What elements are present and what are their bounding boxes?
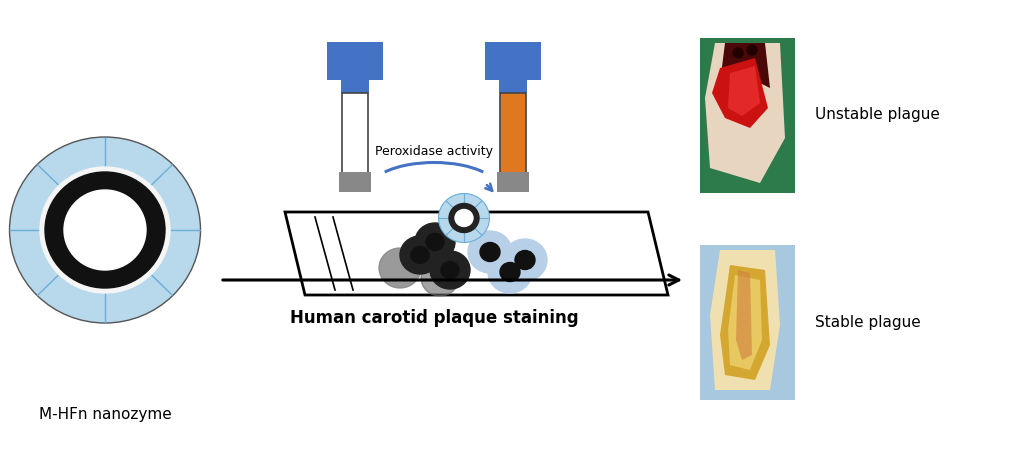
Text: Unstable plague: Unstable plague	[815, 107, 940, 123]
Ellipse shape	[426, 233, 444, 251]
Bar	[485, 42, 541, 80]
Circle shape	[747, 45, 757, 55]
Ellipse shape	[40, 167, 170, 293]
Bar	[341, 78, 369, 93]
Bar	[327, 42, 383, 80]
Ellipse shape	[10, 137, 200, 322]
Ellipse shape	[379, 248, 421, 288]
Ellipse shape	[400, 236, 440, 274]
Ellipse shape	[503, 239, 547, 281]
Polygon shape	[720, 43, 770, 88]
Polygon shape	[728, 275, 762, 370]
Ellipse shape	[439, 194, 489, 242]
Bar	[339, 172, 371, 192]
Polygon shape	[712, 58, 768, 128]
Ellipse shape	[430, 251, 470, 289]
Ellipse shape	[45, 172, 165, 288]
Ellipse shape	[468, 231, 512, 273]
Polygon shape	[728, 66, 760, 116]
Ellipse shape	[441, 261, 459, 278]
Ellipse shape	[415, 223, 455, 261]
Bar	[499, 78, 527, 93]
Text: M-HFn nanozyme: M-HFn nanozyme	[39, 408, 171, 423]
Polygon shape	[285, 212, 668, 295]
Polygon shape	[736, 270, 752, 360]
Polygon shape	[720, 265, 770, 380]
Ellipse shape	[449, 203, 479, 233]
Bar	[700, 38, 795, 193]
Text: Human carotid plaque staining: Human carotid plaque staining	[290, 309, 579, 327]
Bar	[500, 93, 526, 173]
Ellipse shape	[488, 251, 532, 293]
Ellipse shape	[480, 242, 500, 261]
Text: Peroxidase activity: Peroxidase activity	[375, 145, 493, 158]
Ellipse shape	[421, 260, 459, 296]
Text: Stable plague: Stable plague	[815, 314, 921, 330]
Circle shape	[733, 48, 743, 58]
Ellipse shape	[411, 247, 429, 264]
Bar	[497, 172, 529, 192]
Bar	[342, 93, 368, 173]
Ellipse shape	[515, 251, 535, 269]
Ellipse shape	[455, 210, 473, 226]
Bar	[700, 245, 795, 400]
Polygon shape	[705, 43, 785, 183]
Polygon shape	[710, 250, 780, 390]
Ellipse shape	[64, 190, 146, 270]
Ellipse shape	[500, 263, 520, 282]
